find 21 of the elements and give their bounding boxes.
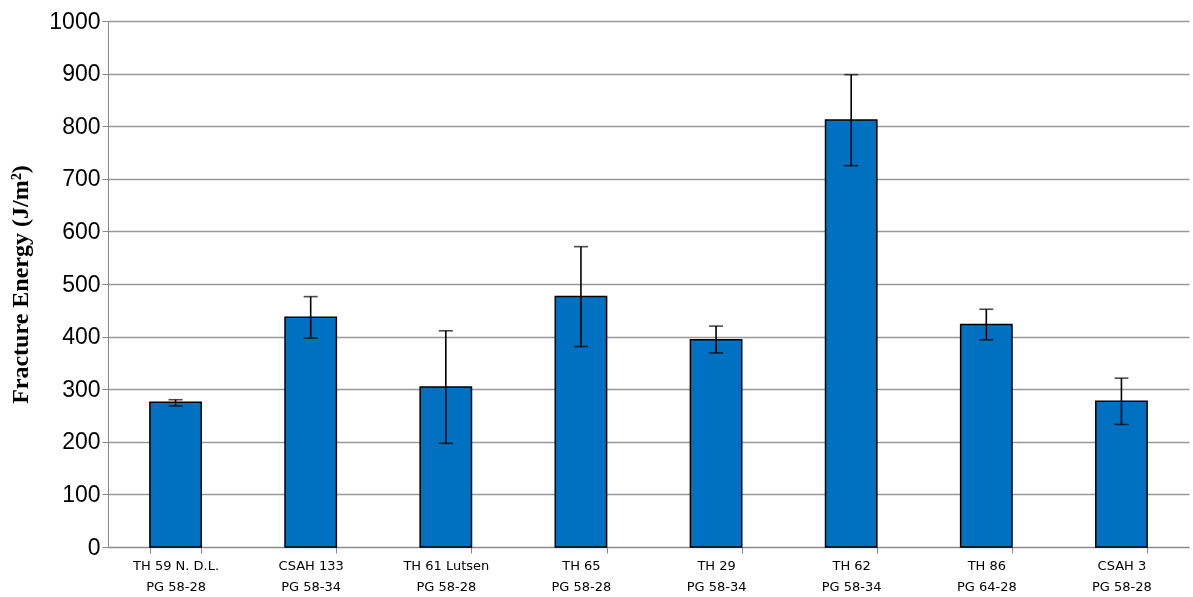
y-tick-label: 800 <box>62 112 101 139</box>
y-tick-label: 0 <box>87 533 101 560</box>
y-tick-label: 900 <box>62 60 101 87</box>
x-tick-label: TH 86 PG 64-28 <box>956 557 1017 594</box>
x-tick-label: TH 61 Lutsen PG 58-28 <box>402 557 490 594</box>
y-tick-label: 600 <box>62 217 101 244</box>
y-tick-label: 100 <box>62 480 101 507</box>
y-axis-title: Fracture Energy (J/m²) <box>7 165 34 404</box>
y-tick-label: 300 <box>62 375 101 402</box>
y-tick-label: 200 <box>62 428 101 455</box>
x-tick-label: TH 65 PG 58-28 <box>551 557 612 594</box>
y-tick-label: 700 <box>62 165 101 192</box>
y-tick-label: 500 <box>62 270 101 297</box>
x-tick-label: TH 59 N. D.L. PG 58-28 <box>132 557 220 594</box>
x-tick-label: TH 29 PG 58-34 <box>686 557 747 594</box>
y-tick-label: 400 <box>62 323 101 350</box>
x-tick-label: TH 62 PG 58-34 <box>821 557 882 594</box>
y-tick-label: 1000 <box>49 7 101 34</box>
bar <box>149 401 202 548</box>
x-tick-label: CSAH 3 PG 58-28 <box>1092 557 1152 594</box>
x-tick-label: CSAH 133 PG 58-34 <box>278 557 344 594</box>
